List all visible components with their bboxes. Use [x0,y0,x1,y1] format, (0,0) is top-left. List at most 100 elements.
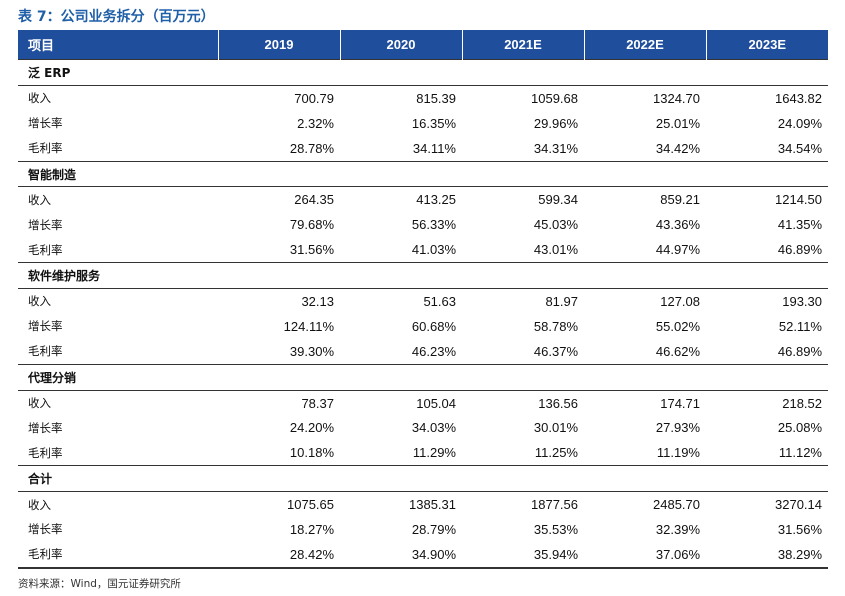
table-cell: 37.06% [584,541,706,569]
section-header-row: 泛 ERP [18,59,828,86]
table-cell: 34.11% [412,140,456,156]
table-cell: 52.11% [778,318,822,334]
table-row: 毛利率 28.78% 34.11% 34.31% 34.42% 34.54% [18,136,828,161]
table-cell: 127.08 [660,293,700,309]
table-cell: 44.97% [655,242,700,258]
column-header-2021e: 2021E [462,30,585,60]
table-row: 增长率 79.68% 56.33% 45.03% 43.36% 41.35% [18,212,828,237]
table-cell: 136.56 [538,395,578,411]
table-cell: 55.02% [655,318,700,334]
section-name: 泛 ERP [18,59,828,86]
table-row: 增长率 24.20% 34.03% 30.01% 27.93% 25.08% [18,415,828,440]
table-cell: 124.11% [283,318,334,334]
row-label: 毛利率 [18,541,218,569]
table-cell: 46.62% [655,343,700,359]
table-cell: 1643.82 [775,90,822,106]
table-cell: 1324.70 [653,90,700,106]
section-name: 软件维护服务 [18,262,828,290]
table-cell: 60.68% [411,318,456,334]
column-header-2022e: 2022E [584,30,707,60]
row-label: 增长率 [28,319,63,334]
table-cell: 11.12% [778,445,822,461]
table-row: 毛利率 31.56% 41.03% 43.01% 44.97% 46.89% [18,237,828,262]
table-row: 增长率 2.32% 16.35% 29.96% 25.01% 24.09% [18,111,828,136]
table-cell: 29.96% [533,115,578,131]
table-cell: 1075.65 [287,497,334,513]
table-cell: 815.39 [416,90,456,106]
section-header-row: 软件维护服务 [18,262,828,290]
row-label: 收入 [28,192,51,207]
table-row: 收入 700.79 815.39 1059.68 1324.70 1643.82 [18,85,828,110]
table-cell: 1059.68 [531,90,578,106]
table-cell: 27.93% [655,420,700,436]
table-cell: 1385.31 [409,497,456,513]
table-cell: 11.29% [412,445,456,461]
row-label: 毛利率 [28,141,63,156]
row-label: 增长率 [28,217,63,232]
table-cell: 34.90% [340,541,462,569]
source-note: 资料来源：Wind，国元证券研究所 [18,578,181,590]
table-cell: 39.30% [289,343,334,359]
table-cell: 2.32% [297,115,334,131]
table-cell: 1877.56 [531,497,578,513]
column-header-2019: 2019 [218,30,341,60]
table-cell: 46.37% [533,343,578,359]
column-header-2020: 2020 [340,30,463,60]
table-cell: 28.79% [411,521,456,537]
table-cell: 24.09% [777,115,822,131]
table-cell: 16.35% [411,115,456,131]
table-cell: 34.42% [655,140,700,156]
section-header-row: 代理分销 [18,363,828,391]
table-row: 增长率 18.27% 28.79% 35.53% 32.39% 31.56% [18,517,828,542]
table-row: 收入 264.35 413.25 599.34 859.21 1214.50 [18,187,828,212]
table-row: 收入 32.13 51.63 81.97 127.08 193.30 [18,289,828,314]
table-cell: 413.25 [416,192,456,208]
table-cell: 11.25% [534,445,578,461]
row-label: 收入 [28,396,51,411]
table-cell: 34.03% [411,420,456,436]
table-cell: 3270.14 [775,497,822,513]
table-cell: 43.36% [655,217,700,233]
row-label: 增长率 [28,522,63,537]
table-row: 毛利率 10.18% 11.29% 11.25% 11.19% 11.12% [18,440,828,465]
table-cell: 24.20% [289,420,334,436]
table-cell: 11.19% [656,445,700,461]
row-label: 毛利率 [28,344,63,359]
section-name: 合计 [18,465,828,493]
table-cell: 599.34 [538,192,578,208]
table-cell: 56.33% [411,217,456,233]
table-cell: 79.68% [289,217,334,233]
table-title: 表 7：公司业务拆分（百万元） [18,9,215,25]
row-label: 收入 [28,497,51,512]
table-cell: 105.04 [416,395,456,411]
row-label: 毛利率 [28,242,63,257]
row-label: 增长率 [28,116,63,131]
table-cell: 218.52 [782,395,822,411]
table-cell: 41.35% [777,217,822,233]
table-cell: 78.37 [301,395,334,411]
table-cell: 46.89% [777,242,822,258]
table-cell: 174.71 [660,395,700,411]
table-header-row: 项目 2019 2020 2021E 2022E 2023E [18,30,828,60]
business-breakdown-table: 项目 2019 2020 2021E 2022E 2023E 泛 ERP 收入 70… [18,30,828,569]
row-label: 收入 [28,91,51,106]
table-cell: 45.03% [533,217,578,233]
table-cell: 2485.70 [653,497,700,513]
table-cell: 46.23% [411,343,456,359]
section-header-row: 合计 [18,465,828,493]
column-header-item: 项目 [18,30,219,60]
table-cell: 28.42% [218,541,340,569]
table-cell: 859.21 [660,192,700,208]
table-cell: 43.01% [533,242,578,258]
table-cell: 31.56% [777,521,822,537]
table-cell: 58.78% [533,318,578,334]
row-label: 收入 [28,294,51,309]
table-row: 毛利率 39.30% 46.23% 46.37% 46.62% 46.89% [18,339,828,364]
column-header-2023e: 2023E [706,30,828,60]
row-label: 毛利率 [28,445,63,460]
table-row: 收入 78.37 105.04 136.56 174.71 218.52 [18,390,828,415]
table-cell: 51.63 [423,293,456,309]
table-cell: 41.03% [411,242,456,258]
table-cell: 32.13 [301,293,334,309]
table-cell: 193.30 [782,293,822,309]
